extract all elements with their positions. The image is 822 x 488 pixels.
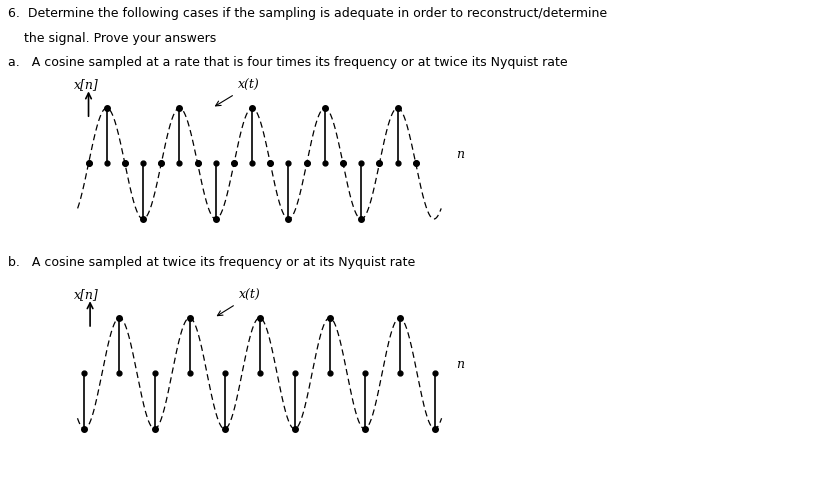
Text: x(t): x(t)	[215, 80, 259, 106]
Text: n: n	[456, 148, 464, 161]
Text: the signal. Prove your answers: the signal. Prove your answers	[8, 32, 216, 45]
Text: b.   A cosine sampled at twice its frequency or at its Nyquist rate: b. A cosine sampled at twice its frequen…	[8, 256, 415, 269]
Text: a.   A cosine sampled at a rate that is four times its frequency or at twice its: a. A cosine sampled at a rate that is fo…	[8, 56, 568, 69]
Text: n: n	[456, 358, 464, 370]
Text: x[n]: x[n]	[74, 288, 99, 301]
Text: x(t): x(t)	[218, 289, 261, 316]
Text: x[n]: x[n]	[74, 78, 99, 91]
Text: 6.  Determine the following cases if the sampling is adequate in order to recons: 6. Determine the following cases if the …	[8, 7, 607, 20]
